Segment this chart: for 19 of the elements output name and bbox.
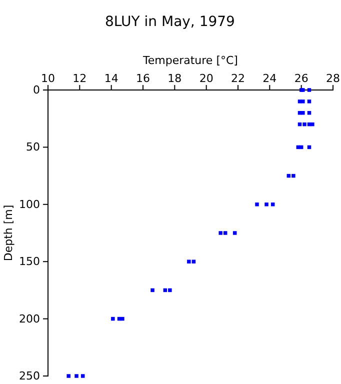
x-tick-label: 24 bbox=[262, 72, 277, 85]
y-tick-label: 50 bbox=[26, 140, 40, 154]
x-tick-label: 10 bbox=[41, 72, 55, 85]
x-tick-label: 20 bbox=[199, 72, 214, 85]
x-tick-label: 28 bbox=[326, 72, 340, 85]
x-tick-label: 18 bbox=[168, 72, 182, 85]
x-tick-label: 22 bbox=[231, 72, 245, 85]
y-tick-label: 0 bbox=[33, 84, 40, 97]
x-tick-label: 14 bbox=[104, 72, 118, 85]
chart-title: 8LUY in May, 1979 bbox=[105, 14, 235, 30]
y-tick-label: 200 bbox=[19, 312, 40, 326]
x-axis-title: Temperature [°C] bbox=[142, 54, 238, 67]
x-tick-label: 26 bbox=[294, 72, 308, 85]
y-axis-title: Depth [m] bbox=[2, 204, 15, 262]
x-tick-label: 16 bbox=[136, 72, 150, 85]
y-tick-label: 150 bbox=[19, 255, 40, 268]
y-tick-label: 250 bbox=[19, 370, 40, 383]
y-tick-label: 100 bbox=[19, 198, 40, 211]
x-tick-label: 12 bbox=[72, 72, 87, 85]
